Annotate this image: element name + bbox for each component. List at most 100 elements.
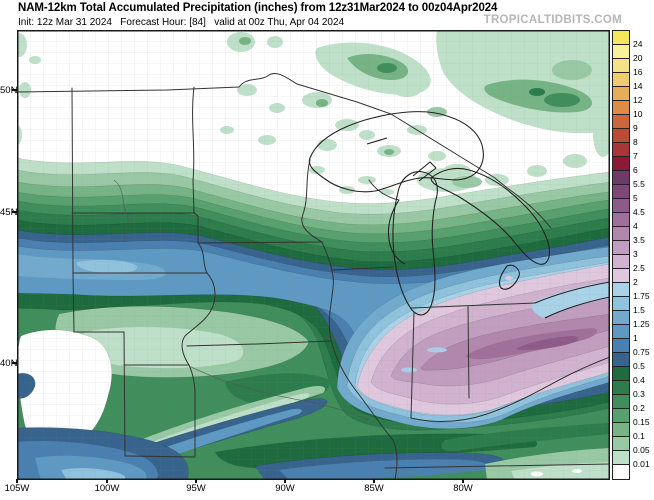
colorbar-label: 4 bbox=[633, 220, 638, 231]
lon-axis-label: 95W bbox=[186, 483, 206, 494]
colorbar-label: 3.5 bbox=[633, 234, 645, 245]
colorbar-segment bbox=[613, 269, 629, 283]
colorbar-label: 14 bbox=[633, 80, 643, 91]
green-bay bbox=[387, 199, 406, 265]
colorbar-segment bbox=[613, 143, 629, 157]
colorbar-label: 5 bbox=[633, 192, 638, 203]
state-borders bbox=[17, 72, 610, 480]
colorbar-segment bbox=[613, 297, 629, 311]
lon-axis-tick bbox=[373, 479, 375, 483]
lon-axis-tick bbox=[462, 479, 464, 483]
precipitation-map bbox=[17, 30, 610, 480]
lake-huron bbox=[430, 167, 551, 265]
colorbar-segment bbox=[613, 241, 629, 255]
colorbar-segment bbox=[613, 353, 629, 367]
colorbar-label: 0.5 bbox=[633, 360, 645, 371]
lat-axis-label: 40N bbox=[0, 358, 18, 369]
colorbar-label: 7 bbox=[633, 150, 638, 161]
lat-axis-label: 50N bbox=[0, 85, 18, 96]
colorbar-label: 0.01 bbox=[633, 458, 650, 469]
colorbar-label: 1.25 bbox=[633, 318, 650, 329]
great-lakes bbox=[308, 111, 610, 319]
colorbar-label: 0.2 bbox=[633, 402, 645, 413]
lat-axis-tick bbox=[12, 89, 17, 91]
lon-axis-label: 100W bbox=[94, 483, 120, 494]
precipitation-map-container bbox=[17, 30, 610, 480]
colorbar-segment bbox=[613, 367, 629, 381]
lat-axis-tick bbox=[12, 362, 17, 364]
colorbar-segment bbox=[613, 451, 629, 465]
colorbar-label: 2.5 bbox=[633, 262, 645, 273]
colorbar-segment bbox=[613, 199, 629, 213]
colorbar-label: 10 bbox=[633, 108, 643, 119]
ohio-river bbox=[410, 356, 610, 422]
lon-axis-tick bbox=[106, 479, 108, 483]
colorbar-label: 0.3 bbox=[633, 388, 645, 399]
keweenaw-peninsula bbox=[412, 161, 437, 182]
colorbar-segment bbox=[613, 227, 629, 241]
tropicaltidbits-watermark: TROPICALTIDBITS.COM bbox=[483, 14, 622, 26]
colorbar-segment bbox=[613, 101, 629, 115]
colorbar-segment bbox=[613, 213, 629, 227]
lon-axis-label: 105W bbox=[4, 483, 30, 494]
colorbar-segment bbox=[613, 437, 629, 451]
colorbar-label: 0.15 bbox=[633, 416, 650, 427]
lon-axis-tick bbox=[16, 479, 18, 483]
colorbar-segment bbox=[613, 129, 629, 143]
county-lines-texture bbox=[17, 30, 610, 480]
colorbar-segment bbox=[613, 423, 629, 437]
colorbar-label: 3 bbox=[633, 248, 638, 259]
colorbar-segment bbox=[613, 283, 629, 297]
colorbar-label: 12 bbox=[633, 94, 643, 105]
colorbar-label: 2 bbox=[633, 276, 638, 287]
colorbar-segment bbox=[613, 311, 629, 325]
lon-axis-tick bbox=[195, 479, 197, 483]
colorbar-label: 4.5 bbox=[633, 206, 645, 217]
colorbar-segment bbox=[613, 255, 629, 269]
colorbar-label: 5.5 bbox=[633, 178, 645, 189]
colorbar-segment bbox=[613, 45, 629, 59]
colorbar-segment bbox=[613, 87, 629, 101]
lake-superior bbox=[308, 111, 484, 193]
map-title: NAM-12km Total Accumulated Precipitation… bbox=[18, 2, 498, 14]
colorbar-label: 0.75 bbox=[633, 346, 650, 357]
colorbar-label: 0.4 bbox=[633, 374, 645, 385]
saginaw-bay bbox=[498, 264, 520, 290]
colorbar-segment bbox=[613, 395, 629, 409]
colorbar-segment bbox=[613, 381, 629, 395]
isle-royale bbox=[366, 137, 388, 145]
lat-axis-label: 45N bbox=[0, 207, 18, 218]
canada-border bbox=[17, 72, 552, 229]
colorbar-label: 0.05 bbox=[633, 444, 650, 455]
lon-axis-tick bbox=[284, 479, 286, 483]
colorbar-label: 20 bbox=[633, 52, 643, 63]
lake-erie bbox=[534, 281, 610, 319]
colorbar-segment bbox=[613, 73, 629, 87]
lon-axis-label: 90W bbox=[275, 483, 295, 494]
colorbar-label: 16 bbox=[633, 66, 643, 77]
colorbar-segment bbox=[613, 59, 629, 73]
colorbar-segment bbox=[613, 31, 629, 45]
colorbar-segment bbox=[613, 185, 629, 199]
lat-axis-tick bbox=[12, 211, 17, 213]
lon-axis-label: 80W bbox=[453, 483, 473, 494]
colorbar-segment bbox=[613, 339, 629, 353]
colorbar-label: 1.5 bbox=[633, 304, 645, 315]
map-frame bbox=[17, 30, 610, 480]
colorbar-segment bbox=[613, 465, 629, 479]
colorbar-segment bbox=[613, 171, 629, 185]
colorbar-segment bbox=[613, 409, 629, 423]
colorbar-segment bbox=[613, 115, 629, 129]
colorbar-label: 8 bbox=[633, 136, 638, 147]
colorbar-label: 0.1 bbox=[633, 430, 645, 441]
lon-axis-label: 85W bbox=[364, 483, 384, 494]
colorbar-label: 24 bbox=[633, 38, 643, 49]
lake-michigan bbox=[392, 171, 438, 316]
init-forecast-valid-line: Init: 12z Mar 31 2024 Forecast Hour: [84… bbox=[18, 16, 345, 28]
colorbar-label: 6 bbox=[633, 164, 638, 175]
colorbar-segment bbox=[613, 157, 629, 171]
colorbar-label: 1 bbox=[633, 332, 638, 343]
colorbar-segment bbox=[613, 325, 629, 339]
precip-colorbar bbox=[612, 30, 630, 480]
